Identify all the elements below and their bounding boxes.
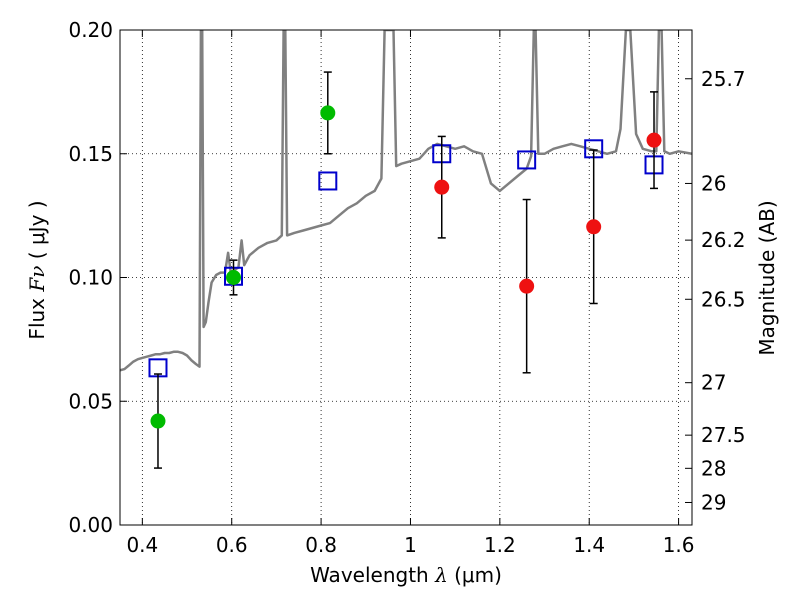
x-tick-label: 0.4 xyxy=(126,533,158,557)
y-tick-label: 0.10 xyxy=(68,266,113,290)
y-tick-label: 0.20 xyxy=(68,18,113,42)
observed-point-green xyxy=(150,413,166,429)
axes: 0.4 0.6 0.8 1 1.2 1.4 1.6 0.00 0.05 0.10 0.15 0.20 2… xyxy=(68,18,745,557)
y-tick-label: 0.05 xyxy=(68,389,113,413)
y-axis-title: Flux Fν ( μJy ) xyxy=(25,200,49,339)
y2-tick-label: 26.5 xyxy=(701,287,746,311)
y2-tick-label: 28 xyxy=(701,456,726,480)
model-square-marker xyxy=(318,171,338,191)
x-tick-label: 1.6 xyxy=(663,533,695,557)
points-layer xyxy=(148,71,664,469)
y2-tick-label: 26 xyxy=(701,171,726,195)
observed-point-red xyxy=(519,278,535,294)
y2-axis-title: Magnitude (AB) xyxy=(755,200,779,355)
data-layer xyxy=(120,30,692,372)
y2-tick-label: 27.5 xyxy=(701,423,746,447)
model-square-marker xyxy=(517,150,537,170)
template-spectrum-line xyxy=(120,30,692,372)
plot-frame xyxy=(119,29,693,526)
observed-point-green xyxy=(226,270,242,285)
x-tick-label: 1 xyxy=(404,533,417,557)
x-tick-label: 0.6 xyxy=(216,533,248,557)
observed-point-green xyxy=(320,105,336,121)
x-tick-label: 1.4 xyxy=(573,533,605,557)
observed-point-red xyxy=(646,132,662,148)
y-tick-label: 0.15 xyxy=(68,142,113,166)
y-tick-label: 0.00 xyxy=(68,513,113,537)
x-tick-label: 0.8 xyxy=(305,533,337,557)
y2-tick-label: 27 xyxy=(701,371,726,395)
grid xyxy=(120,30,692,525)
y2-tick-label: 25.7 xyxy=(701,67,746,91)
y2-tick-label: 29 xyxy=(701,490,726,514)
x-tick-label: 1.2 xyxy=(484,533,516,557)
y2-tick-label: 26.2 xyxy=(701,228,746,252)
x-axis-title: Wavelength λ (μm) xyxy=(310,563,502,587)
observed-point-red xyxy=(586,219,602,235)
observed-point-red xyxy=(434,179,450,195)
